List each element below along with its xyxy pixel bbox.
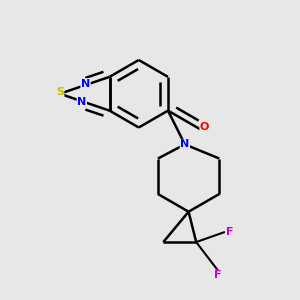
Text: N: N <box>81 79 90 89</box>
Text: F: F <box>214 270 222 280</box>
Text: F: F <box>226 227 233 237</box>
Text: O: O <box>200 122 209 132</box>
Text: S: S <box>56 87 64 97</box>
Text: N: N <box>180 140 190 149</box>
Text: N: N <box>77 97 86 107</box>
